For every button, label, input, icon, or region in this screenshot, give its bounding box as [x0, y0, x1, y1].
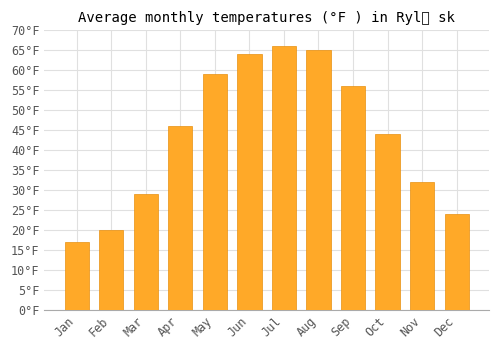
Bar	[376, 134, 400, 310]
Bar	[203, 74, 227, 310]
Bar	[444, 214, 468, 310]
Bar	[168, 126, 192, 310]
Bar	[306, 50, 330, 310]
Bar	[410, 182, 434, 310]
Bar	[99, 230, 124, 310]
Bar	[64, 242, 89, 310]
Title: Average monthly temperatures (°F ) in Rylʺ sk: Average monthly temperatures (°F ) in Ry…	[78, 11, 455, 25]
Bar	[238, 54, 262, 310]
Bar	[134, 194, 158, 310]
Bar	[341, 86, 365, 310]
Bar	[272, 47, 296, 310]
